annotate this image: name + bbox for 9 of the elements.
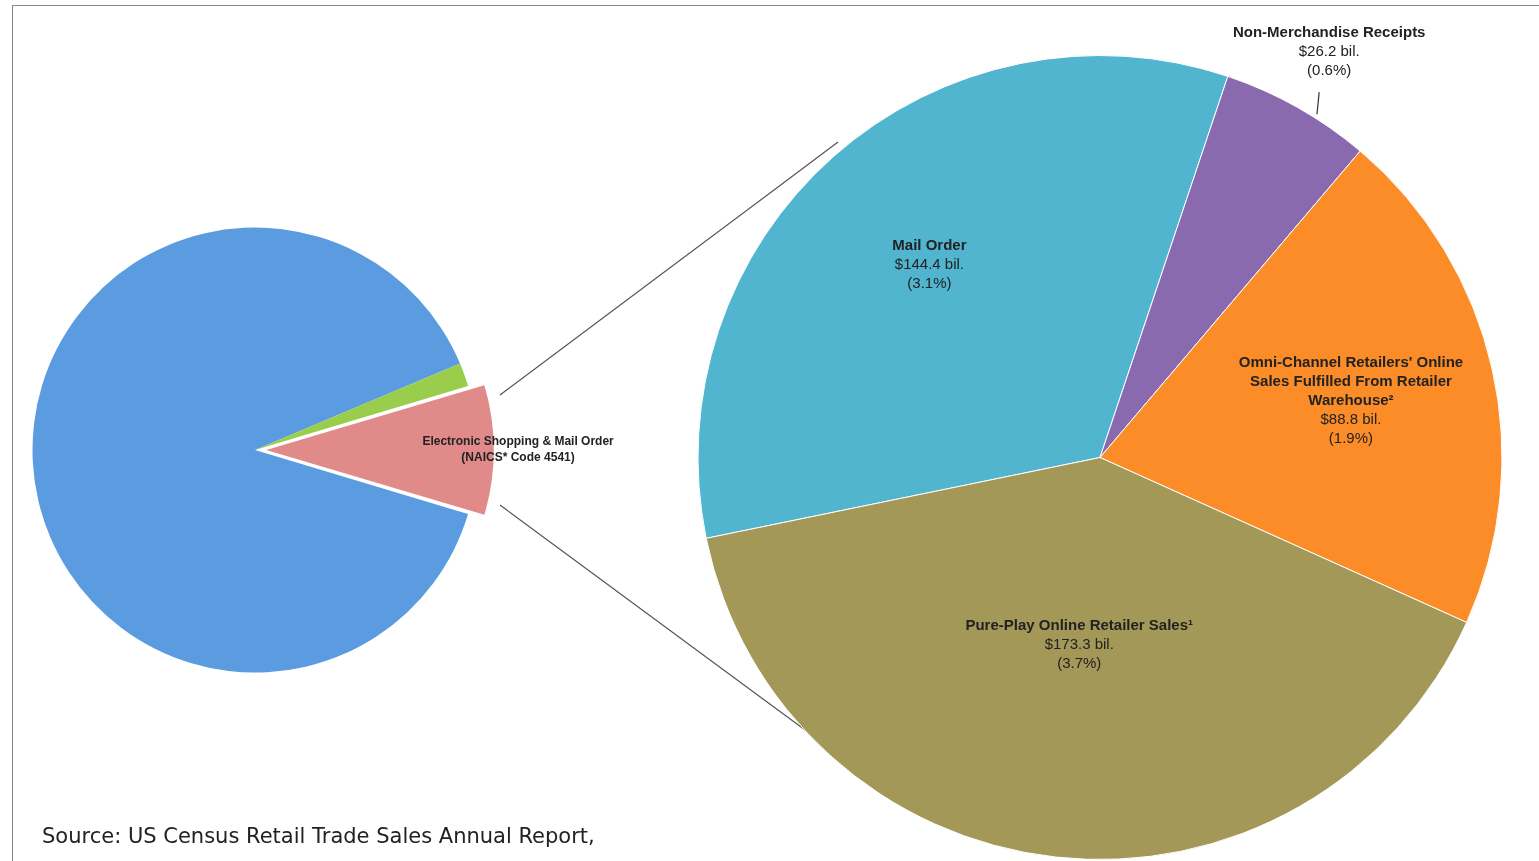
data-label: $144.4 bil. (3.1%)	[894, 255, 965, 292]
slice-label: Omni-Channel Retailers' Online Sales Fulfilled From Retailer Warehouse²	[1238, 352, 1464, 408]
data-label: $88.8 bil. (1.9%)	[1320, 409, 1382, 446]
data-label: $26.2 bil. (0.6%)	[1298, 41, 1360, 78]
slice-label: Non-Merchandise Receipts	[1232, 22, 1426, 40]
data-label: $173.3 bil. (3.7%)	[1044, 635, 1114, 672]
slice-label: Pure-Play Online Retailer Sales¹	[965, 616, 1194, 634]
slice-label: Mail Order	[892, 236, 967, 254]
source-note: Source: US Census Retail Trade Sales Annual Report,	[42, 824, 595, 848]
